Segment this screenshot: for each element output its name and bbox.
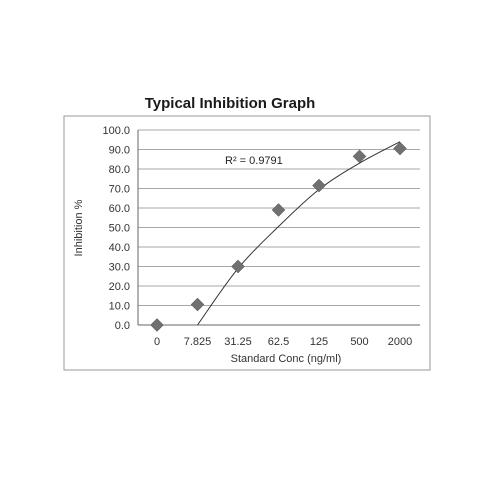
chart-title: Typical Inhibition Graph — [145, 95, 316, 112]
data-point — [190, 297, 205, 312]
y-tick-label: 60.0 — [109, 203, 130, 215]
data-points — [150, 141, 407, 332]
y-tick-label: 10.0 — [109, 301, 130, 313]
trendline — [197, 141, 401, 326]
data-point — [393, 141, 407, 156]
x-tick-label: 125 — [310, 336, 328, 348]
y-axis-label: Inhibition % — [73, 199, 85, 256]
y-tick-label: 100.0 — [102, 125, 130, 137]
y-tick-label: 70.0 — [109, 184, 130, 196]
y-tick-label: 30.0 — [109, 262, 130, 274]
gridlines — [138, 129, 420, 306]
y-tick-label: 80.0 — [109, 164, 130, 176]
y-tick-label: 20.0 — [109, 281, 130, 293]
x-tick-label: 62.5 — [268, 336, 289, 348]
y-tick-label: 90.0 — [109, 145, 130, 157]
r-squared-annotation: R² = 0.9791 — [225, 155, 283, 167]
y-tick-label: 0.0 — [115, 320, 130, 332]
data-point — [352, 149, 367, 164]
y-axis-ticks: 0.0 10.0 20.0 30.0 40.0 50.0 60.0 70.0 80.0 90.0 1… — [102, 125, 130, 332]
data-point — [231, 259, 245, 274]
x-axis-ticks: 0 7.825 31.25 62.5 125 500 2000 — [154, 336, 412, 348]
x-tick-label: 7.825 — [184, 336, 212, 348]
y-tick-label: 50.0 — [109, 223, 130, 235]
data-point — [150, 318, 164, 332]
y-tick-label: 40.0 — [109, 242, 130, 254]
data-point — [271, 203, 286, 217]
x-axis-label: Standard Conc (ng/ml) — [231, 353, 342, 365]
data-point — [312, 178, 326, 193]
x-tick-label: 500 — [350, 336, 368, 348]
x-tick-label: 0 — [154, 336, 160, 348]
x-tick-label: 31.25 — [224, 336, 252, 348]
x-tick-label: 2000 — [388, 336, 412, 348]
